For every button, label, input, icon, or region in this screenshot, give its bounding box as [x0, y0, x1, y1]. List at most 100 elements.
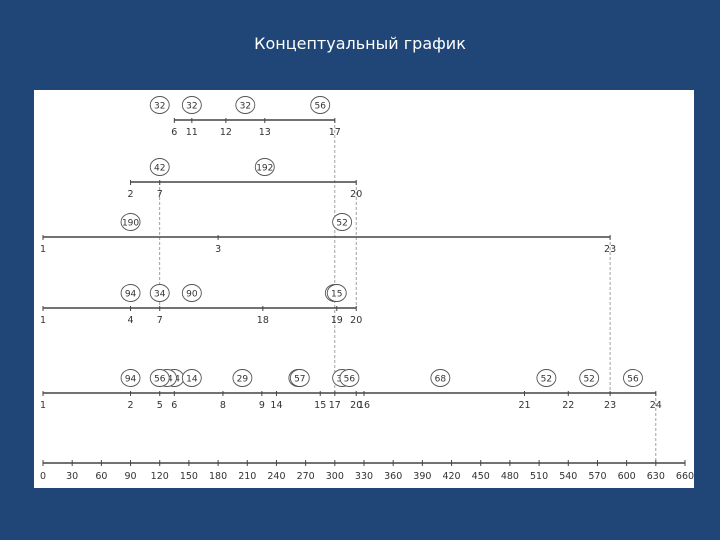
axis-tick-label: 210	[238, 471, 256, 482]
event-label: 1	[40, 244, 46, 255]
event-label: 1	[40, 315, 46, 326]
event-label: 11	[186, 127, 198, 138]
axis-tick-label: 270	[297, 471, 315, 482]
bubble-label: 32	[240, 102, 251, 112]
duration-bubble	[120, 213, 141, 231]
bubble-label: 15	[331, 290, 342, 300]
bubble-label: 29	[237, 375, 249, 385]
axis-tick-label: 540	[559, 471, 577, 482]
duration-bubble	[149, 158, 170, 176]
bubble-label: 52	[583, 375, 594, 385]
event-label: 2	[128, 400, 134, 411]
axis-tick-label: 60	[95, 471, 107, 482]
event-label: 12	[220, 127, 232, 138]
axis-tick-label: 570	[588, 471, 606, 482]
axis-tick-label: 30	[66, 471, 78, 482]
axis-tick-label: 390	[413, 471, 431, 482]
event-label: 13	[259, 127, 271, 138]
axis-tick-label: 510	[530, 471, 548, 482]
event-label: 20	[350, 189, 362, 200]
duration-bubble	[536, 369, 557, 387]
axis-tick-label: 240	[267, 471, 285, 482]
bubble-label: 56	[315, 102, 327, 112]
event-label: 2	[128, 189, 134, 200]
slide-title: Концептуальный график	[254, 34, 466, 53]
axis-tick-label: 90	[124, 471, 136, 482]
bubble-label: 94	[125, 375, 137, 385]
event-label: 7	[157, 189, 163, 200]
event-label: 22	[562, 400, 574, 411]
bubble-label: 57	[294, 375, 305, 385]
bubble-label: 42	[154, 164, 165, 174]
event-label: 24	[650, 400, 662, 411]
bubble-label: 56	[344, 375, 356, 385]
event-label: 4	[128, 315, 134, 326]
event-label: 17	[329, 127, 341, 138]
event-label: 5	[157, 400, 163, 411]
bubble-label: 56	[154, 375, 166, 385]
duration-bubble	[326, 284, 347, 302]
duration-bubble	[623, 369, 643, 387]
axis-tick-label: 150	[180, 471, 198, 482]
bubble-label: 14	[186, 375, 198, 385]
event-label: 20	[350, 315, 362, 326]
axis-tick-label: 300	[326, 471, 344, 482]
axis-tick-label: 360	[384, 471, 402, 482]
axis-tick-label: 420	[442, 471, 460, 482]
event-label: 21	[518, 400, 530, 411]
diagram-panel: 6 11 12 13 17 32 32 32 56 2 7 20 42 192 1 3 23 190 52 1 4 7 18…	[34, 90, 694, 488]
axis-tick-label: 480	[501, 471, 519, 482]
duration-bubble	[232, 369, 253, 387]
duration-bubble	[339, 369, 360, 387]
bubble-label: 192	[256, 164, 273, 174]
event-label: 9	[259, 400, 265, 411]
event-label: 3	[215, 244, 221, 255]
bubble-label: 32	[154, 102, 165, 112]
event-label: 23	[604, 244, 616, 255]
event-label: 17	[329, 400, 341, 411]
event-label: 15	[314, 400, 326, 411]
duration-bubble	[181, 284, 202, 302]
axis-tick-label: 450	[472, 471, 490, 482]
duration-bubble	[289, 369, 310, 387]
axis-tick-label: 0	[40, 471, 46, 482]
bubble-label: 52	[541, 375, 552, 385]
bubble-label: 68	[435, 375, 447, 385]
duration-bubble	[235, 96, 256, 114]
duration-bubble	[149, 96, 170, 114]
duration-bubble	[579, 369, 600, 387]
axis-tick-label: 180	[209, 471, 227, 482]
bubble-label: 52	[336, 219, 347, 229]
duration-bubble	[430, 369, 451, 387]
duration-bubble	[254, 158, 275, 176]
axis-tick-label: 330	[355, 471, 373, 482]
bubble-label: 94	[125, 290, 137, 300]
event-label: 23	[604, 400, 616, 411]
axis-tick-label: 660	[676, 471, 694, 482]
duration-bubble	[149, 284, 170, 302]
bubble-label: 32	[186, 102, 197, 112]
bubble-label: 190	[122, 219, 139, 229]
axis-tick-label: 120	[151, 471, 169, 482]
bubble-label: 56	[627, 375, 639, 385]
duration-bubble	[149, 369, 170, 387]
event-label: 7	[157, 315, 163, 326]
event-label: 19	[331, 315, 343, 326]
duration-bubble	[120, 369, 141, 387]
duration-bubble	[181, 369, 202, 387]
duration-bubble	[310, 96, 331, 114]
event-label: 20	[350, 400, 362, 411]
bubble-label: 34	[154, 290, 166, 300]
bubble-label: 90	[186, 290, 198, 300]
duration-bubble	[181, 96, 202, 114]
duration-bubble	[332, 213, 353, 231]
event-label: 6	[171, 400, 177, 411]
axis-tick-label: 600	[618, 471, 636, 482]
event-label: 16	[358, 400, 370, 411]
duration-bubble	[120, 284, 141, 302]
event-label: 14	[270, 400, 282, 411]
event-label: 18	[257, 315, 269, 326]
axis-tick-label: 630	[647, 471, 665, 482]
event-label: 1	[40, 400, 46, 411]
